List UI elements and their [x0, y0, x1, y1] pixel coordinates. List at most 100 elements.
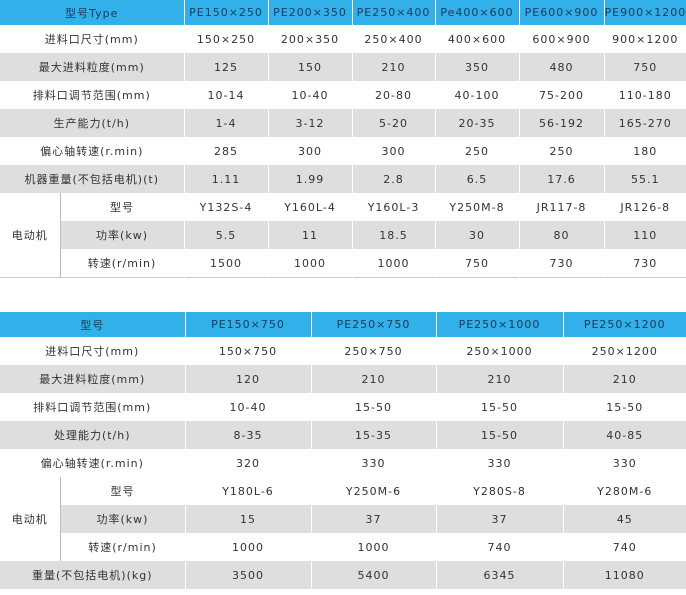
table-cell: 480 [518, 53, 605, 81]
row-label: 排料口调节范围(mm) [32, 89, 151, 102]
table-cell: 1.11 [183, 165, 269, 193]
header-cell: PE250×400 [351, 0, 436, 25]
motor-group-label: 电动机 [0, 193, 61, 278]
table-cell: 150×250 [183, 25, 269, 53]
table-cell: 250 [434, 137, 520, 165]
row-label: 转速(r/min) [87, 257, 157, 270]
table-cell: Y250M-6 [310, 477, 436, 505]
table-cell: 40-85 [562, 421, 686, 449]
motor-row: 电动机 型号 Y132S-4 Y160L-4 Y160L-3 Y250M-8 JR117-8… [0, 193, 686, 278]
table-cell: Y280S-8 [435, 477, 563, 505]
table-cell: 1500 [183, 249, 269, 278]
table-cell: 165-270 [603, 109, 686, 137]
table-row: 排料口调节范围(mm) 10-14 10-40 20-80 40-100 75-200 11… [0, 81, 686, 109]
table-cell: 2.8 [351, 165, 436, 193]
row-label: 最大进料粒度(mm) [0, 53, 185, 81]
motor-row: 功率(kw) 5.5 11 18.5 30 80 110 [0, 221, 686, 249]
table-cell: Y160L-4 [267, 193, 353, 221]
header-label: 型号Type [0, 0, 185, 25]
motor-group-label: 电动机 [0, 477, 61, 561]
table-cell: 250×750 [310, 337, 436, 365]
motor-row: 转速(r/min) 1000 1000 740 740 [0, 533, 686, 561]
table-cell: 900×1200 [603, 25, 686, 53]
table-cell: JR117-8 [518, 193, 605, 221]
table-cell: 150×750 [184, 337, 311, 365]
table-cell: 15 [184, 505, 311, 533]
table-cell: 30 [434, 221, 520, 249]
table-cell: 75-200 [518, 81, 605, 109]
table-cell: 5400 [310, 561, 436, 589]
table-cell: 1000 [351, 249, 436, 278]
table-cell: 730 [518, 249, 605, 278]
table-cell: 5-20 [351, 109, 436, 137]
table-cell: Y180L-6 [184, 477, 311, 505]
table-cell: 5.5 [183, 221, 269, 249]
row-label: 功率(kw) [60, 505, 185, 533]
table-cell: 150 [267, 53, 353, 81]
table-row: 进料口尺寸(mm) 150×750 250×750 250×1000 250×1200 [0, 337, 686, 365]
header-cell: PE150×750 [184, 312, 311, 337]
table-cell: 750 [434, 249, 520, 278]
table-cell: 210 [562, 365, 686, 393]
table-cell: 740 [562, 533, 686, 561]
table-cell: 400×600 [434, 25, 520, 53]
table-cell: 18.5 [351, 221, 436, 249]
table-cell: 740 [435, 533, 563, 561]
header-cell: PE200×350 [267, 0, 353, 25]
table-row: 生产能力(t/h) 1-4 3-12 5-20 20-35 56-192 165-270 [0, 109, 686, 137]
table-cell: 15-50 [435, 393, 563, 421]
row-label: 偏心轴转速(r.min) [40, 145, 144, 158]
motor-row: 电动机 型号 Y180L-6 Y250M-6 Y280S-8 Y280M-6 [0, 477, 686, 561]
table-cell: 1000 [267, 249, 353, 278]
table-cell: 330 [310, 449, 436, 477]
table-cell: 10-14 [183, 81, 269, 109]
table-cell: 210 [310, 365, 436, 393]
table-cell: 10-40 [267, 81, 353, 109]
table-cell: 6.5 [434, 165, 520, 193]
header-row: 型号Type PE150×250 PE200×350 PE250×400 Pe400×6… [0, 0, 686, 25]
table-cell: Y132S-4 [183, 193, 269, 221]
table-cell: 110-180 [603, 81, 686, 109]
row-label: 转速(r/min) [88, 541, 157, 554]
table-cell: 330 [435, 449, 563, 477]
table-cell: 8-35 [184, 421, 311, 449]
header-cell: PE150×250 [183, 0, 269, 25]
table-cell: JR126-8 [603, 193, 686, 221]
table-cell: 15-50 [310, 393, 436, 421]
header-cell: PE900×1200 [603, 0, 686, 25]
table-cell: 180 [603, 137, 686, 165]
motor-row: 功率(kw) 15 37 37 45 [0, 505, 686, 533]
table-cell: 600×900 [518, 25, 605, 53]
table-row: 进料口尺寸(mm) 150×250 200×350 250×400 400×600 600… [0, 25, 686, 53]
table-cell: 15-50 [435, 421, 563, 449]
table-cell: 56-192 [518, 109, 605, 137]
row-label: 重量(不包括电机)(kg) [0, 561, 185, 589]
table-cell: 120 [184, 365, 311, 393]
table-cell: 210 [351, 53, 436, 81]
table-cell: 10-40 [184, 393, 311, 421]
row-label: 型号 [59, 477, 185, 505]
table-cell: 200×350 [267, 25, 353, 53]
row-label: 进料口尺寸(mm) [45, 345, 140, 358]
table-row: 机器重量(不包括电机)(t) 1.11 1.99 2.8 6.5 17.6 55.1 [0, 165, 686, 193]
table-cell: 45 [562, 505, 686, 533]
table-cell: 6345 [435, 561, 563, 589]
table-cell: 1000 [310, 533, 436, 561]
table-cell: Y280M-6 [562, 477, 686, 505]
table-row: 排料口调节范围(mm) 10-40 15-50 15-50 15-50 [0, 393, 686, 421]
table-cell: 300 [267, 137, 353, 165]
table-cell: 250 [518, 137, 605, 165]
table-row: 重量(不包括电机)(kg) 3500 5400 6345 11080 [0, 561, 686, 589]
table-cell: 20-80 [351, 81, 436, 109]
table-cell: 110 [603, 221, 686, 249]
table-row: 偏心轴转速(r.min) 320 330 330 330 [0, 449, 686, 477]
table-cell: 1-4 [183, 109, 269, 137]
table-cell: 1.99 [267, 165, 353, 193]
table-cell: 40-100 [434, 81, 520, 109]
table-cell: 55.1 [603, 165, 686, 193]
table-cell: 285 [183, 137, 269, 165]
table-cell: 3500 [184, 561, 311, 589]
table-cell: 210 [435, 365, 563, 393]
row-label: 最大进料粒度(mm) [0, 365, 185, 393]
row-label: 进料口尺寸(mm) [44, 33, 139, 46]
